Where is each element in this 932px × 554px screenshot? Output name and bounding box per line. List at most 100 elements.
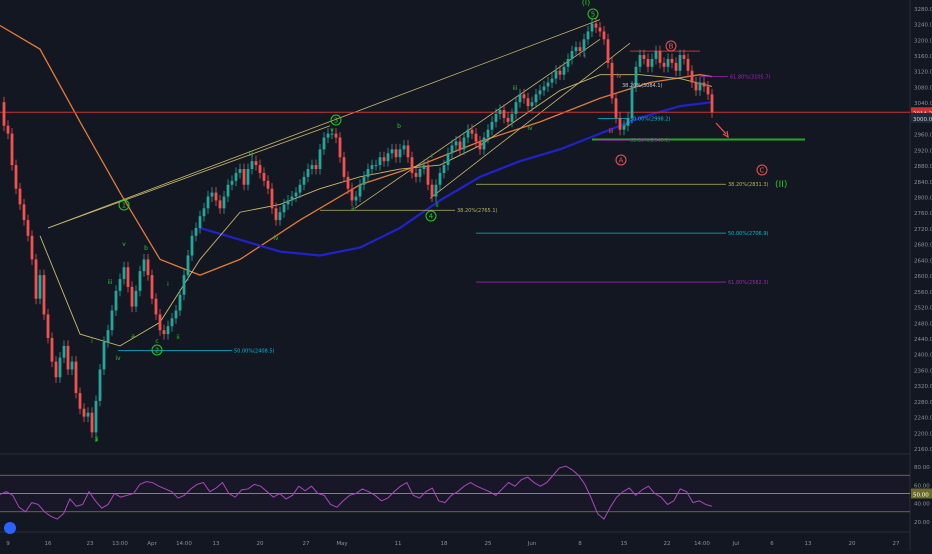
candle-body (158, 314, 162, 331)
wave-label-small_i_r: i (431, 153, 433, 160)
candle-body (486, 129, 490, 138)
candle-body (358, 184, 362, 197)
candle-body (234, 172, 238, 181)
candle-body (54, 361, 58, 378)
rsi-tick-label: 20.00 (914, 520, 930, 526)
channel-upper-line (47, 19, 601, 229)
candle-body (278, 212, 282, 221)
wave-label-small_b_mid: b (397, 123, 401, 130)
candle-body (630, 86, 634, 118)
price-tick-label: 3040.00 (914, 101, 932, 107)
fib-label: 61.80%(2582.3) (728, 280, 769, 286)
candle-body (510, 113, 514, 122)
rsi-value-label: 50.00 (913, 493, 929, 499)
candle-body (434, 184, 438, 197)
candle-body (682, 55, 686, 59)
candle-body (414, 172, 418, 177)
time-tick-label: 11 (395, 541, 402, 547)
candle-body (194, 227, 198, 236)
wave-circle (425, 210, 437, 222)
channel-line-4 (429, 42, 631, 199)
candle-body (350, 188, 354, 201)
price-tick-label: 2920.00 (914, 148, 932, 154)
candle-body (422, 165, 426, 170)
candle-body (582, 39, 586, 52)
candle-body (14, 165, 18, 189)
candle-body (578, 47, 582, 52)
rsi-line (0, 465, 713, 520)
candle-body (594, 23, 598, 28)
time-tick-label: 9 (6, 541, 10, 547)
price-tick-label: 3160.00 (914, 54, 932, 60)
candle-body (242, 169, 246, 185)
wave-label-small_iv_left: iv (115, 355, 121, 362)
candle-body (214, 192, 218, 201)
candle-body (694, 82, 698, 91)
candle-body (230, 180, 234, 185)
price-tick-label: 2760.00 (914, 211, 932, 217)
wave-label-small_v_top: v (122, 241, 126, 248)
fib-label: 61.80%(2943.2) (630, 138, 671, 144)
candle-body (114, 290, 118, 311)
candle-body (538, 90, 542, 95)
candle-body (2, 102, 6, 126)
price-tick-label: 2160.00 (914, 447, 932, 453)
ma-price-label: 3000.0 (913, 117, 932, 123)
candle-body (210, 192, 214, 197)
candle-body (66, 345, 70, 370)
candle-body (650, 58, 654, 67)
candle-body (390, 149, 394, 154)
candle-body (102, 341, 106, 370)
time-tick-label: 22 (664, 541, 671, 547)
candle-body (586, 31, 590, 40)
wave-circle (665, 40, 677, 52)
down-arrow-head (722, 130, 729, 139)
candle-body (174, 310, 178, 319)
candle-body (698, 82, 702, 91)
candle-body (198, 216, 202, 228)
candle-body (614, 98, 618, 118)
candle-body (482, 137, 486, 150)
time-tick-label: 13:00 (112, 541, 128, 547)
candle-body (522, 94, 526, 99)
candle-body (154, 298, 158, 315)
wave-label-small_ii_bottom: ii (94, 437, 98, 444)
time-tick-label: 23 (87, 541, 94, 547)
time-tick-label: 20 (257, 541, 264, 547)
candle-body (666, 58, 670, 67)
candle-body (550, 78, 554, 83)
candle-body (90, 412, 94, 433)
candle-body (222, 196, 226, 209)
price-tick-label: 2200.00 (914, 431, 932, 437)
price-tick-label: 2800.00 (914, 196, 932, 202)
candle-body (310, 165, 314, 170)
fib-label: 38.20%(2831.3) (728, 182, 769, 188)
candle-body (618, 117, 622, 130)
wave-label-small_v_mid: v (330, 127, 334, 134)
candle-body (474, 133, 478, 142)
wave-label-top: (I) (582, 0, 591, 7)
candle-body (590, 23, 594, 32)
candle-body (74, 361, 78, 394)
current-price-tag (911, 107, 932, 118)
candle-body (362, 176, 366, 185)
candle-body (238, 169, 242, 173)
candle-body (78, 393, 82, 409)
candle-body (354, 196, 358, 201)
candle-body (166, 326, 170, 335)
candle-body (322, 137, 326, 150)
candle-body (266, 180, 270, 189)
candle-body (558, 70, 562, 75)
wave-label-circle_2: 2 (155, 347, 159, 355)
wave-label-small_v_r: v (623, 122, 627, 129)
candle-body (370, 165, 374, 170)
time-tick-label: 18 (441, 541, 448, 547)
candle-body (374, 165, 378, 167)
candle-body (34, 259, 38, 299)
candle-body (662, 62, 666, 67)
candle-body (494, 113, 498, 122)
candle-body (406, 145, 410, 158)
